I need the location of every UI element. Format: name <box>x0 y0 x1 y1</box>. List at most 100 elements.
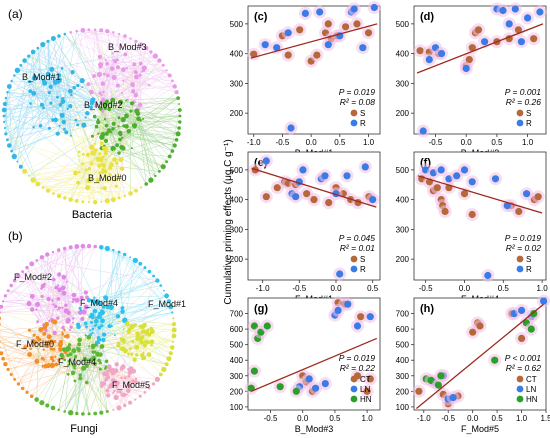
network-edge <box>20 65 92 108</box>
x-tick-label: -1.0 <box>417 414 431 423</box>
network-node <box>141 65 147 71</box>
network-node <box>89 321 93 324</box>
network-node <box>129 323 135 330</box>
network-node <box>78 155 80 158</box>
network-edge <box>113 148 164 167</box>
network-edge <box>74 380 77 414</box>
y-tick-label: 500 <box>230 20 244 29</box>
network-node <box>63 32 67 36</box>
network-edge <box>68 350 74 375</box>
network-node <box>68 343 72 347</box>
network-edge <box>14 54 126 76</box>
network-node <box>72 317 75 320</box>
data-point <box>415 387 423 395</box>
network-edge <box>131 103 135 126</box>
network-node <box>61 325 65 330</box>
network-edge <box>128 376 154 385</box>
network-node <box>134 74 139 80</box>
network-node <box>3 120 6 124</box>
network-node <box>59 352 64 358</box>
network-node <box>78 376 83 381</box>
network-node <box>104 59 107 62</box>
network-node <box>92 74 96 78</box>
network-node <box>96 336 101 340</box>
network-edge <box>40 329 46 366</box>
data-point <box>491 356 499 364</box>
series-r <box>258 1 381 135</box>
legend-marker <box>350 265 358 273</box>
network-node <box>16 382 20 386</box>
module-label: F_Mod#5 <box>112 380 150 390</box>
data-point <box>499 6 507 15</box>
y-tick-label: 100 <box>230 403 244 412</box>
network-node <box>52 79 55 81</box>
network-node <box>93 244 97 249</box>
data-point <box>536 8 544 16</box>
data-point <box>465 56 473 64</box>
network-edge <box>124 381 134 406</box>
network-edge <box>51 69 173 152</box>
network-node <box>139 61 143 66</box>
x-tick-label: 0.5 <box>329 414 341 423</box>
network-edge <box>121 55 156 93</box>
network-edge <box>40 69 52 126</box>
network-node <box>111 127 115 131</box>
network-node <box>71 300 75 303</box>
network-edge <box>96 317 175 325</box>
network-node <box>4 132 8 136</box>
data-point <box>476 322 484 330</box>
network-edge <box>135 72 150 86</box>
network-node <box>107 107 112 112</box>
network-node <box>92 200 98 205</box>
network-node <box>75 411 79 416</box>
module-label: F_Mod#2 <box>14 272 52 282</box>
x-tick-label: 0.0 <box>459 284 471 293</box>
network-edge <box>104 115 181 147</box>
network-node <box>70 370 76 376</box>
data-point <box>517 38 526 46</box>
network-edge <box>101 379 158 413</box>
network-node <box>61 333 65 336</box>
network-node <box>127 384 132 388</box>
network-node <box>49 362 56 369</box>
network-node <box>129 101 135 106</box>
network-node <box>100 170 105 175</box>
network-node <box>115 386 118 389</box>
network-node <box>93 361 97 365</box>
network-node <box>91 355 97 361</box>
network-node <box>6 289 10 292</box>
network-node <box>69 325 73 329</box>
network-edge <box>47 41 93 102</box>
network-node <box>49 101 53 105</box>
network-edge <box>101 187 142 189</box>
network-node <box>117 176 120 179</box>
network-edge <box>8 357 63 370</box>
y-tick-label: 400 <box>230 50 244 59</box>
data-point <box>481 38 489 46</box>
network-edge <box>0 295 6 313</box>
network-edge <box>87 187 114 200</box>
network-node <box>6 91 9 94</box>
module-label: B_Mod#0 <box>88 173 127 183</box>
network-node <box>68 410 74 416</box>
stat-p-value: P = 0.019 <box>505 233 542 243</box>
network-edge <box>64 33 128 101</box>
data-point <box>261 41 269 49</box>
network-node <box>35 301 40 307</box>
network-node <box>26 300 32 307</box>
network-edge <box>151 328 175 331</box>
network-node <box>1 356 5 361</box>
network-edge <box>31 263 69 313</box>
network-node <box>111 384 115 388</box>
legend-label: R <box>360 265 366 274</box>
network-edge <box>74 87 92 108</box>
network-edge <box>46 323 110 388</box>
panel-label: (c) <box>254 11 268 23</box>
network-node <box>55 78 61 84</box>
network-node <box>65 319 70 324</box>
network-edge <box>47 41 54 120</box>
network-edge <box>100 350 126 363</box>
network-node <box>61 274 67 280</box>
data-point <box>462 64 470 73</box>
